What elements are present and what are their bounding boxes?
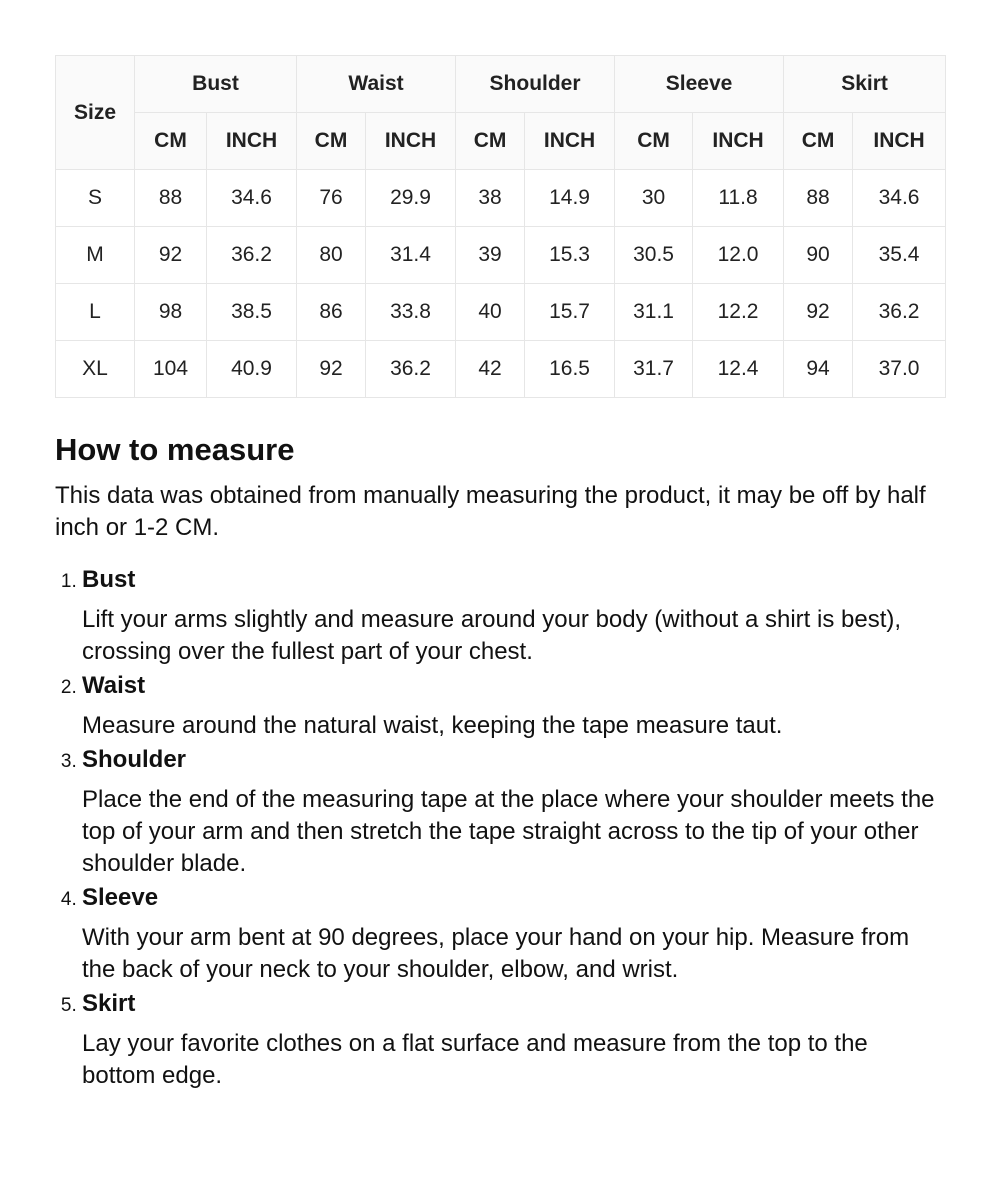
value-cell: 34.6 <box>205 169 298 227</box>
step-title: Shoulder <box>82 746 187 773</box>
unit-header: INCH <box>365 112 457 170</box>
step-description: With your arm bent at 90 degrees, place … <box>82 924 910 983</box>
value-cell: 15.3 <box>524 226 616 284</box>
step-title: Sleeve <box>82 884 159 911</box>
table-row: S 88 34.6 76 29.9 38 14.9 30 11.8 88 34.6 <box>55 169 947 227</box>
value-cell: 40.9 <box>205 340 298 398</box>
value-cell: 94 <box>783 340 854 398</box>
value-cell: 33.8 <box>365 283 457 341</box>
step-title: Skirt <box>82 990 136 1017</box>
value-cell: 36.2 <box>205 226 298 284</box>
size-guide: Size Bust Waist Shoulder Sleeve Skirt CM INCH CM… <box>55 55 947 1094</box>
value-cell: 30.5 <box>614 226 694 284</box>
unit-header: INCH <box>205 112 298 170</box>
value-cell: 36.2 <box>365 340 457 398</box>
header-row: Size Bust Waist Shoulder Sleeve Skirt <box>55 55 947 170</box>
size-cell: XL <box>55 340 135 398</box>
value-cell: 86 <box>296 283 367 341</box>
unit-header: CM <box>783 112 854 170</box>
section-title: How to measure <box>55 432 295 467</box>
table-row: M 92 36.2 80 31.4 39 15.3 30.5 12.0 90 35.4 <box>55 226 947 284</box>
value-cell: 92 <box>134 226 207 284</box>
size-table: Size Bust Waist Shoulder Sleeve Skirt CM INCH CM… <box>55 55 947 398</box>
step-title: Bust <box>82 566 136 593</box>
value-cell: 90 <box>783 226 854 284</box>
table-row: L 98 38.5 86 33.8 40 15.7 31.1 12.2 92 36.2 <box>55 283 947 341</box>
table-row: XL 104 40.9 92 36.2 42 16.5 31.7 12.4 94 37.0 <box>55 340 947 398</box>
value-cell: 88 <box>783 169 854 227</box>
size-cell: M <box>55 226 135 284</box>
step-description: Place the end of the measuring tape at t… <box>82 786 935 877</box>
value-cell: 39 <box>455 226 526 284</box>
value-cell: 16.5 <box>524 340 616 398</box>
value-cell: 37.0 <box>852 340 947 398</box>
value-cell: 76 <box>296 169 367 227</box>
value-cell: 38 <box>455 169 526 227</box>
step-description: Measure around the natural waist, keepin… <box>82 712 783 739</box>
unit-header: CM <box>614 112 694 170</box>
value-cell: 36.2 <box>852 283 947 341</box>
group-header: Waist <box>296 55 457 113</box>
value-cell: 12.2 <box>692 283 785 341</box>
step-description: Lift your arms slightly and measure arou… <box>82 606 902 665</box>
list-item: Skirt Lay your favorite clothes on a flat… <box>82 988 945 1092</box>
value-cell: 14.9 <box>524 169 616 227</box>
measure-steps: Bust Lift your arms slightly and measure … <box>55 564 945 1092</box>
value-cell: 35.4 <box>852 226 947 284</box>
value-cell: 31.4 <box>365 226 457 284</box>
size-cell: S <box>55 169 135 227</box>
value-cell: 15.7 <box>524 283 616 341</box>
value-cell: 80 <box>296 226 367 284</box>
group-header: Bust <box>133 55 298 113</box>
value-cell: 11.8 <box>692 169 785 227</box>
size-header: Size <box>55 55 135 170</box>
value-cell: 31.1 <box>614 283 694 341</box>
value-cell: 29.9 <box>365 169 457 227</box>
value-cell: 12.0 <box>692 226 785 284</box>
step-title: Waist <box>82 672 146 699</box>
step-description: Lay your favorite clothes on a flat surf… <box>82 1030 868 1089</box>
value-cell: 42 <box>455 340 526 398</box>
value-cell: 34.6 <box>852 169 947 227</box>
group-header: Shoulder <box>455 55 616 113</box>
value-cell: 31.7 <box>614 340 694 398</box>
value-cell: 12.4 <box>692 340 785 398</box>
list-item: Bust Lift your arms slightly and measure … <box>82 564 945 668</box>
value-cell: 92 <box>783 283 854 341</box>
list-item: Shoulder Place the end of the measuring t… <box>82 744 945 880</box>
value-cell: 88 <box>134 169 207 227</box>
size-cell: L <box>55 283 135 341</box>
unit-header: CM <box>134 112 207 170</box>
list-item: Sleeve With your arm bent at 90 degrees, … <box>82 882 945 986</box>
group-header: Skirt <box>783 55 947 113</box>
value-cell: 92 <box>296 340 367 398</box>
unit-row: CM INCH CM INCH CM INCH CM INCH CM INCH <box>56 112 947 170</box>
unit-header: CM <box>296 112 367 170</box>
unit-header: INCH <box>692 112 785 170</box>
unit-header: CM <box>455 112 526 170</box>
unit-header: INCH <box>852 112 947 170</box>
list-item: Waist Measure around the natural waist, k… <box>82 670 945 742</box>
value-cell: 98 <box>134 283 207 341</box>
unit-header: INCH <box>524 112 616 170</box>
group-header: Sleeve <box>614 55 785 113</box>
value-cell: 104 <box>134 340 207 398</box>
value-cell: 30 <box>614 169 694 227</box>
value-cell: 38.5 <box>205 283 298 341</box>
intro-text: This data was obtained from manually mea… <box>55 482 926 541</box>
value-cell: 40 <box>455 283 526 341</box>
